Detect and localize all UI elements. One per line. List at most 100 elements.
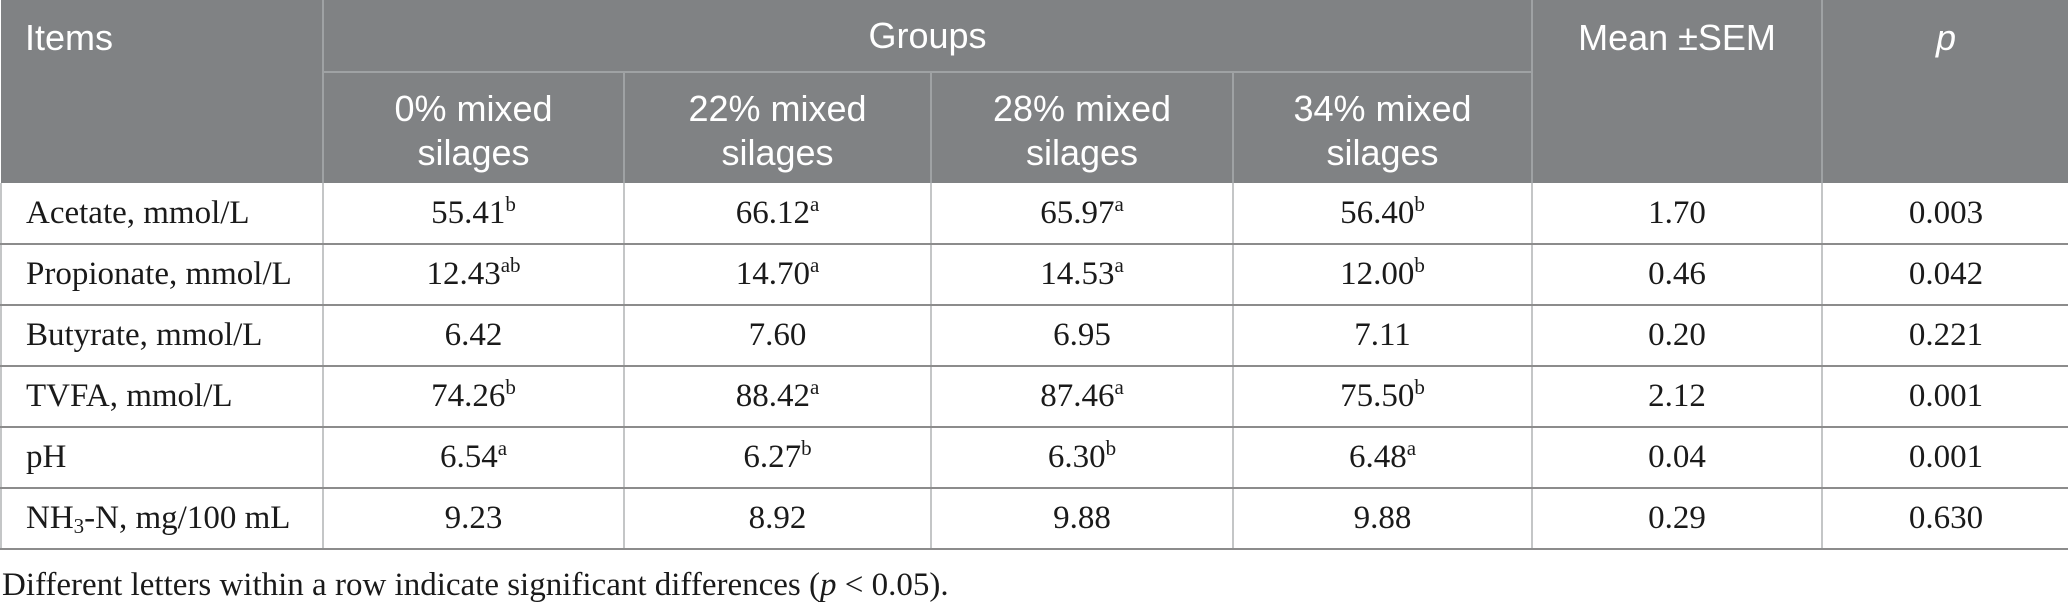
group-column-34pct: 34% mixed silages bbox=[1233, 72, 1533, 183]
group-column-label: 0% mixed silages bbox=[394, 88, 553, 173]
value: 6.27 bbox=[743, 439, 802, 475]
value-cell: 9.88 bbox=[931, 488, 1234, 550]
table-header: Items Groups Mean ±SEM p 0% mixed silage… bbox=[1, 0, 2068, 183]
significance-letter: a bbox=[1114, 191, 1124, 216]
value: 12.43 bbox=[426, 256, 501, 292]
footnote-text-suffix: < 0.05). bbox=[836, 567, 949, 603]
header-row-top: Items Groups Mean ±SEM p bbox=[1, 0, 2068, 183]
footnote-p-symbol: p bbox=[819, 567, 837, 603]
group-column-22pct: 22% mixed silages bbox=[624, 72, 932, 183]
value-cell: 14.70a bbox=[624, 244, 932, 306]
value-cell: 7.11 bbox=[1233, 305, 1533, 367]
sem-cell: 0.20 bbox=[1532, 305, 1823, 367]
value: 14.53 bbox=[1040, 256, 1115, 292]
group-column-label: 34% mixed silages bbox=[1293, 88, 1472, 173]
value: 87.46 bbox=[1040, 378, 1115, 414]
significance-letter: b bbox=[505, 375, 516, 400]
value: 75.50 bbox=[1340, 378, 1415, 414]
value: 56.40 bbox=[1340, 194, 1415, 231]
mean-sem-column-header: Mean ±SEM bbox=[1532, 0, 1823, 183]
value-cell: 6.42 bbox=[323, 305, 625, 367]
value: 7.60 bbox=[748, 317, 807, 353]
table-row: Propionate, mmol/L 12.43ab 14.70a 14.53a… bbox=[0, 244, 2068, 306]
item-label: Acetate, mmol/L bbox=[26, 194, 250, 231]
value-cell: 9.88 bbox=[1233, 488, 1533, 550]
significance-letter: a bbox=[809, 375, 820, 400]
value: 9.88 bbox=[1053, 500, 1111, 536]
table-row: TVFA, mmol/L 74.26b 88.42a 87.46a 75.50b… bbox=[0, 366, 2068, 428]
value-cell: 6.30b bbox=[931, 427, 1234, 489]
value-cell: 6.54a bbox=[323, 427, 625, 489]
significance-letter: b bbox=[801, 436, 812, 461]
value-cell: 9.23 bbox=[323, 488, 625, 550]
p-value-cell: 0.003 bbox=[1822, 183, 2068, 245]
value: 8.92 bbox=[748, 500, 807, 536]
significance-letter: b bbox=[1105, 436, 1117, 461]
value-cell: 56.40b bbox=[1233, 183, 1533, 245]
item-cell: pH bbox=[0, 427, 324, 489]
significance-letter: b bbox=[505, 191, 516, 216]
value-cell: 87.46a bbox=[931, 366, 1234, 428]
table-body: Acetate, mmol/L 55.41b 66.12a 65.97a 56.… bbox=[0, 183, 2068, 550]
value-cell: 75.50b bbox=[1233, 366, 1533, 428]
value-cell: 6.48a bbox=[1233, 427, 1533, 489]
value: 6.95 bbox=[1053, 317, 1111, 353]
item-label: TVFA, mmol/L bbox=[26, 378, 233, 414]
table-footnote: Different letters within a row indicate … bbox=[2, 567, 2068, 604]
significance-letter: a bbox=[809, 253, 820, 278]
group-column-label: 28% mixed silages bbox=[992, 88, 1172, 173]
value: 55.41 bbox=[431, 194, 506, 231]
value-cell: 88.42a bbox=[624, 366, 932, 428]
sem-cell: 0.04 bbox=[1532, 427, 1823, 489]
group-column-28pct: 28% mixed silages bbox=[931, 72, 1234, 183]
value: 88.42 bbox=[735, 378, 810, 414]
value: 6.54 bbox=[439, 439, 498, 475]
item-cell: Propionate, mmol/L bbox=[0, 244, 324, 306]
significance-letter: b bbox=[1414, 375, 1425, 400]
p-value-cell: 0.042 bbox=[1822, 244, 2068, 306]
sem-cell: 0.29 bbox=[1532, 488, 1823, 550]
fermentation-parameters-table: Items Groups Mean ±SEM p 0% mixed silage… bbox=[0, 0, 2068, 550]
value: 9.88 bbox=[1353, 500, 1412, 536]
value-cell: 6.27b bbox=[624, 427, 932, 489]
significance-letter: a bbox=[1406, 436, 1417, 461]
significance-letter: ab bbox=[500, 253, 521, 278]
table-row: pH 6.54a 6.27b 6.30b 6.48a 0.04 0.001 bbox=[0, 427, 2068, 489]
value-cell: 12.43ab bbox=[323, 244, 625, 306]
value-cell: 14.53a bbox=[931, 244, 1234, 306]
items-column-header: Items bbox=[1, 0, 324, 183]
value: 74.26 bbox=[431, 378, 506, 414]
significance-letter: a bbox=[1114, 253, 1124, 278]
item-label: NH bbox=[26, 500, 74, 536]
value-cell: 12.00b bbox=[1233, 244, 1533, 306]
value-cell: 74.26b bbox=[323, 366, 625, 428]
item-cell: Butyrate, mmol/L bbox=[0, 305, 324, 367]
item-label: Propionate, mmol/L bbox=[26, 256, 292, 292]
value: 65.97 bbox=[1040, 194, 1115, 231]
table-row: Butyrate, mmol/L 6.42 7.60 6.95 7.11 0.2… bbox=[0, 305, 2068, 367]
group-column-label: 22% mixed silages bbox=[688, 88, 867, 173]
table-row: Acetate, mmol/L 55.41b 66.12a 65.97a 56.… bbox=[0, 183, 2068, 245]
sem-cell: 0.46 bbox=[1532, 244, 1823, 306]
p-column-header: p bbox=[1822, 0, 2068, 183]
value-cell: 6.95 bbox=[931, 305, 1234, 367]
item-label-suffix: -N, mg/100 mL bbox=[84, 500, 291, 536]
value: 6.48 bbox=[1348, 439, 1407, 475]
value: 9.23 bbox=[444, 500, 503, 536]
item-label: pH bbox=[26, 439, 67, 475]
item-label: Butyrate, mmol/L bbox=[26, 317, 263, 353]
groups-column-header: Groups bbox=[323, 0, 1533, 73]
value-cell: 66.12a bbox=[624, 183, 932, 245]
item-cell: Acetate, mmol/L bbox=[0, 183, 324, 245]
value: 66.12 bbox=[735, 194, 810, 231]
value-cell: 65.97a bbox=[931, 183, 1234, 245]
sem-cell: 1.70 bbox=[1532, 183, 1823, 245]
footnote-text: Different letters within a row indicate … bbox=[2, 567, 820, 603]
value: 6.42 bbox=[444, 317, 503, 353]
value: 7.11 bbox=[1354, 317, 1411, 353]
header-row-groups: 0% mixed silages 22% mixed silages 28% m… bbox=[1, 72, 2068, 183]
value-cell: 55.41b bbox=[323, 183, 625, 245]
significance-letter: b bbox=[1414, 253, 1425, 278]
item-cell: TVFA, mmol/L bbox=[0, 366, 324, 428]
significance-letter: a bbox=[1114, 375, 1124, 400]
